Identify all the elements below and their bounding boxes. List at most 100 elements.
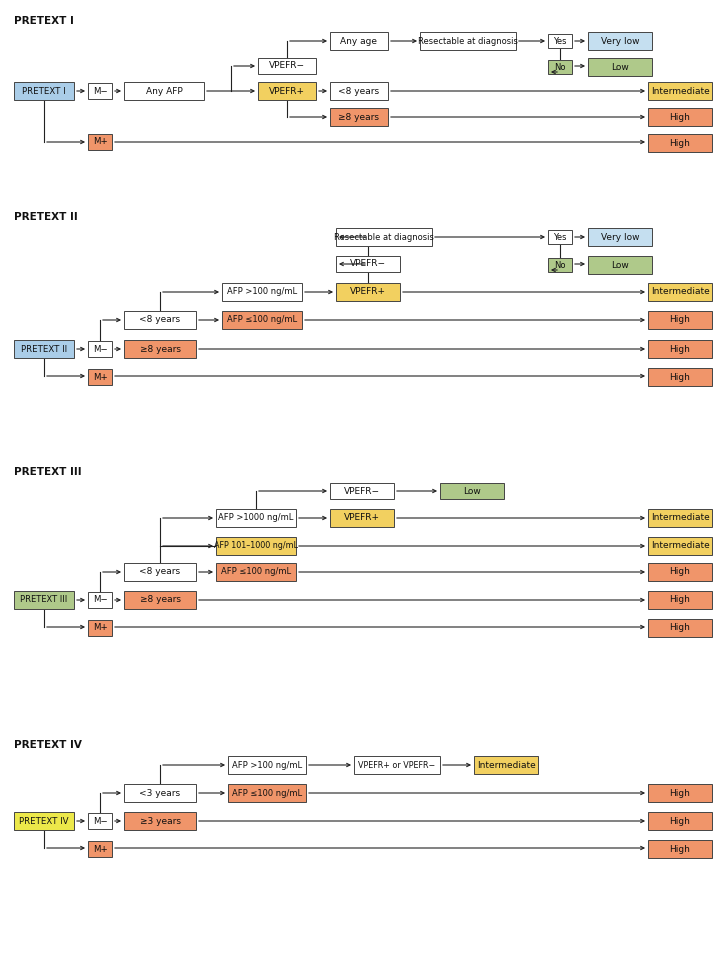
Text: High: High — [670, 567, 690, 577]
Text: Low: Low — [463, 487, 481, 495]
Text: PRETEXT IV: PRETEXT IV — [19, 817, 68, 826]
FancyBboxPatch shape — [588, 58, 652, 76]
Text: Low: Low — [611, 62, 629, 71]
Text: Yes: Yes — [553, 232, 567, 242]
FancyBboxPatch shape — [330, 509, 394, 527]
FancyBboxPatch shape — [124, 311, 196, 329]
FancyBboxPatch shape — [648, 368, 712, 386]
Text: AFP ≤100 ng/mL: AFP ≤100 ng/mL — [232, 788, 302, 798]
Text: PRETEXT II: PRETEXT II — [21, 345, 67, 353]
FancyBboxPatch shape — [648, 537, 712, 555]
Text: AFP >1000 ng/mL: AFP >1000 ng/mL — [218, 514, 294, 522]
FancyBboxPatch shape — [648, 840, 712, 858]
FancyBboxPatch shape — [330, 108, 388, 126]
FancyBboxPatch shape — [588, 32, 652, 50]
FancyBboxPatch shape — [648, 563, 712, 581]
Text: Very low: Very low — [600, 36, 639, 45]
FancyBboxPatch shape — [330, 82, 388, 100]
FancyBboxPatch shape — [648, 509, 712, 527]
FancyBboxPatch shape — [222, 311, 302, 329]
Text: High: High — [670, 372, 690, 381]
Text: M−: M− — [93, 595, 107, 605]
FancyBboxPatch shape — [648, 134, 712, 152]
Text: Low: Low — [611, 260, 629, 270]
FancyBboxPatch shape — [14, 591, 74, 609]
FancyBboxPatch shape — [648, 311, 712, 329]
FancyBboxPatch shape — [548, 60, 572, 74]
Text: PRETEXT III: PRETEXT III — [20, 595, 68, 605]
Text: AFP ≤100 ng/mL: AFP ≤100 ng/mL — [221, 567, 291, 577]
Text: M−: M− — [93, 86, 107, 95]
Text: Resectable at diagnosis: Resectable at diagnosis — [334, 232, 434, 242]
Text: Intermediate: Intermediate — [651, 541, 709, 550]
Text: No: No — [554, 260, 566, 270]
Text: ≥8 years: ≥8 years — [140, 595, 181, 605]
Text: Intermediate: Intermediate — [651, 86, 709, 95]
FancyBboxPatch shape — [228, 784, 306, 802]
FancyBboxPatch shape — [548, 258, 572, 272]
Text: VPEFR+: VPEFR+ — [269, 86, 305, 95]
FancyBboxPatch shape — [258, 82, 316, 100]
FancyBboxPatch shape — [88, 841, 112, 857]
FancyBboxPatch shape — [330, 32, 388, 50]
Text: High: High — [670, 845, 690, 853]
Text: VPEFR+: VPEFR+ — [344, 514, 380, 522]
FancyBboxPatch shape — [588, 256, 652, 274]
Text: M+: M+ — [93, 845, 107, 853]
FancyBboxPatch shape — [648, 619, 712, 637]
FancyBboxPatch shape — [648, 812, 712, 830]
FancyBboxPatch shape — [88, 592, 112, 608]
FancyBboxPatch shape — [88, 813, 112, 829]
FancyBboxPatch shape — [648, 340, 712, 358]
Text: <8 years: <8 years — [140, 316, 181, 324]
FancyBboxPatch shape — [648, 784, 712, 802]
FancyBboxPatch shape — [588, 228, 652, 246]
Text: <8 years: <8 years — [338, 86, 379, 95]
Text: ≥8 years: ≥8 years — [140, 345, 181, 353]
Text: AFP ≤100 ng/mL: AFP ≤100 ng/mL — [227, 316, 297, 324]
Text: <3 years: <3 years — [140, 788, 181, 798]
Text: High: High — [670, 345, 690, 353]
FancyBboxPatch shape — [88, 134, 112, 150]
FancyBboxPatch shape — [88, 83, 112, 99]
FancyBboxPatch shape — [258, 58, 316, 74]
FancyBboxPatch shape — [14, 812, 74, 830]
Text: VPEFR+: VPEFR+ — [350, 287, 386, 297]
Text: VPEFR−: VPEFR− — [344, 487, 380, 495]
Text: High: High — [670, 817, 690, 826]
Text: PRETEXT I: PRETEXT I — [14, 16, 74, 26]
Text: VPEFR−: VPEFR− — [269, 61, 305, 70]
Text: M−: M− — [93, 345, 107, 353]
FancyBboxPatch shape — [124, 82, 204, 100]
FancyBboxPatch shape — [336, 256, 400, 272]
Text: PRETEXT II: PRETEXT II — [14, 212, 78, 222]
Text: Yes: Yes — [553, 36, 567, 45]
Text: AFP 101–1000 ng/mL: AFP 101–1000 ng/mL — [214, 541, 298, 550]
FancyBboxPatch shape — [648, 82, 712, 100]
FancyBboxPatch shape — [548, 230, 572, 244]
Text: Intermediate: Intermediate — [651, 287, 709, 297]
FancyBboxPatch shape — [548, 34, 572, 48]
Text: AFP >100 ng/mL: AFP >100 ng/mL — [227, 287, 297, 297]
FancyBboxPatch shape — [222, 283, 302, 301]
Text: ≥8 years: ≥8 years — [338, 112, 379, 122]
Text: High: High — [670, 138, 690, 148]
FancyBboxPatch shape — [124, 340, 196, 358]
FancyBboxPatch shape — [216, 509, 296, 527]
FancyBboxPatch shape — [420, 32, 516, 50]
FancyBboxPatch shape — [216, 537, 296, 555]
Text: Intermediate: Intermediate — [477, 760, 536, 770]
FancyBboxPatch shape — [228, 756, 306, 774]
FancyBboxPatch shape — [124, 812, 196, 830]
FancyBboxPatch shape — [88, 341, 112, 357]
Text: PRETEXT III: PRETEXT III — [14, 467, 81, 477]
FancyBboxPatch shape — [124, 563, 196, 581]
Text: Very low: Very low — [600, 232, 639, 242]
FancyBboxPatch shape — [216, 563, 296, 581]
FancyBboxPatch shape — [336, 283, 400, 301]
Text: M+: M+ — [93, 623, 107, 633]
Text: PRETEXT IV: PRETEXT IV — [14, 740, 82, 750]
FancyBboxPatch shape — [648, 108, 712, 126]
FancyBboxPatch shape — [330, 483, 394, 499]
FancyBboxPatch shape — [474, 756, 538, 774]
